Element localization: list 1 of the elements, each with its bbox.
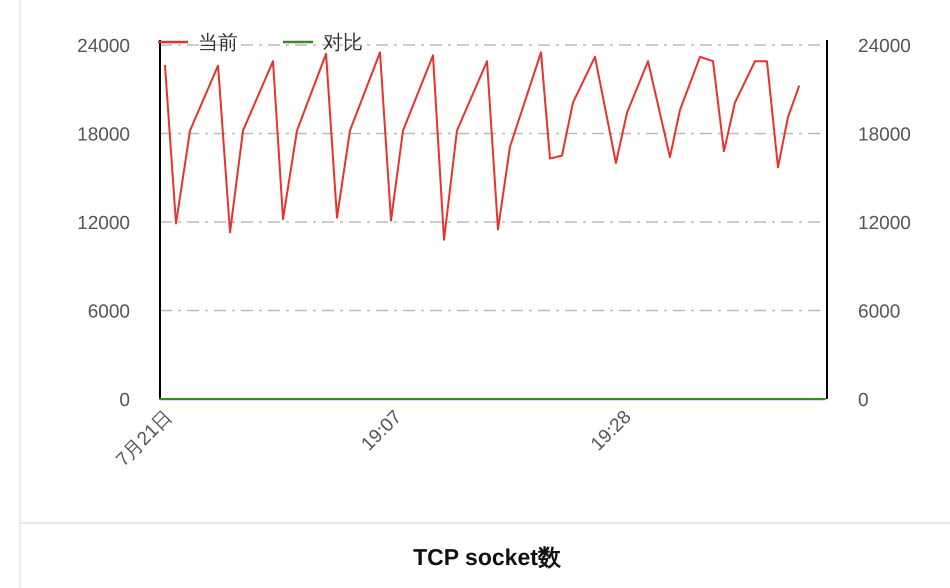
title: TCP socket数 xyxy=(413,544,561,570)
